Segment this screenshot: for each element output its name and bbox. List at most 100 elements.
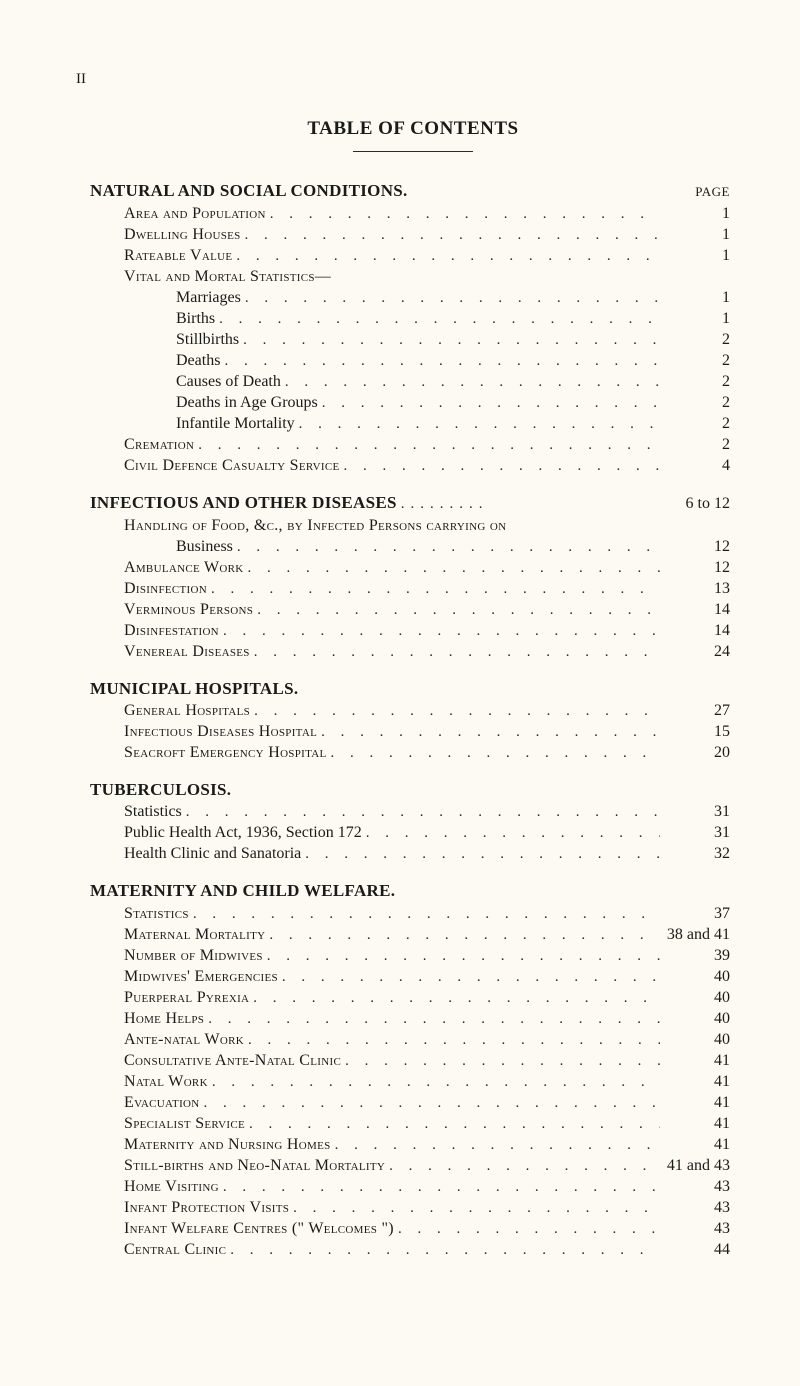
toc-entry-label: Maternity and Nursing Homes <box>90 1135 331 1155</box>
toc-entry-label: Infant Protection Visits <box>90 1198 289 1218</box>
toc-entry-label: Births <box>90 309 215 329</box>
dot-leader: . . . . . . . . . . . . . . . . . . . . … <box>220 352 660 371</box>
toc-entry-page: 1 <box>660 246 736 266</box>
toc-row: Infant Welfare Centres (" Welcomes "). .… <box>90 1219 736 1239</box>
dot-leader: . . . . . . . . . . . . . . . . . . . . … <box>263 947 660 966</box>
toc-entry-page: 27 <box>660 701 736 721</box>
toc-entry-label: Area and Population <box>90 204 266 224</box>
toc-row: Infant Protection Visits. . . . . . . . … <box>90 1198 736 1218</box>
toc-entry-page: 43 <box>660 1198 736 1218</box>
toc-row: Number of Midwives. . . . . . . . . . . … <box>90 946 736 966</box>
toc-entry-label: Venereal Diseases <box>90 642 250 662</box>
section-tuberculosis: TUBERCULOSIS. Statistics. . . . . . . . … <box>90 779 736 864</box>
toc-row: Disinfestation. . . . . . . . . . . . . … <box>90 621 736 641</box>
dot-leader: . . . . . . . . . . . . . . . . . . . . … <box>318 394 660 413</box>
dot-leader: . . . . . . . . . . . . . . . . . . . . … <box>253 601 660 620</box>
toc-entry-page: 41 and 43 <box>660 1156 736 1176</box>
dot-leader: . . . . . . . . . . . . . . . . . . . . … <box>245 1115 660 1134</box>
toc-entry-page: 1 <box>660 309 736 329</box>
toc-entry-page: 4 <box>660 456 736 476</box>
toc-row: Deaths. . . . . . . . . . . . . . . . . … <box>90 351 736 371</box>
toc-row: Still-births and Neo-Natal Mortality. . … <box>90 1156 736 1176</box>
toc-entry-label: Public Health Act, 1936, Section 172 <box>90 823 362 843</box>
section-heading: MUNICIPAL HOSPITALS. <box>90 678 298 699</box>
dot-leader: . . . . . . . . . . . . . . . . . . . . … <box>250 702 660 721</box>
handling-food-heading: Handling of Food, &c., by Infected Perso… <box>90 516 736 536</box>
toc-entry-page: 41 <box>660 1072 736 1092</box>
toc-row: Cremation. . . . . . . . . . . . . . . .… <box>90 435 736 455</box>
toc-row: Specialist Service. . . . . . . . . . . … <box>90 1114 736 1134</box>
toc-entry-label: Central Clinic <box>90 1240 226 1260</box>
toc-entry-page: 40 <box>660 1030 736 1050</box>
toc-entry-page: 2 <box>660 393 736 413</box>
toc-row: Verminous Persons. . . . . . . . . . . .… <box>90 600 736 620</box>
toc-entry-label: Business <box>90 537 233 557</box>
toc-entry-page: 39 <box>660 946 736 966</box>
title-block: TABLE OF CONTENTS <box>90 117 736 152</box>
toc-row: Deaths in Age Groups. . . . . . . . . . … <box>90 393 736 413</box>
dot-leader: . . . . . . . . . . . . . . . . . . . . … <box>207 580 660 599</box>
toc-entry-page: 32 <box>660 844 736 864</box>
toc-row: Births. . . . . . . . . . . . . . . . . … <box>90 309 736 329</box>
dot-leader: . . . . . . . . . . . . . . . . . . . . … <box>265 926 660 945</box>
page-title: TABLE OF CONTENTS <box>307 117 518 141</box>
toc-entry-page: 31 <box>660 823 736 843</box>
dot-leader: . . . . . . . . . . . . . . . . . . . . … <box>215 310 660 329</box>
toc-entry-label: Specialist Service <box>90 1114 245 1134</box>
section-infectious: INFECTIOUS AND OTHER DISEASES ......... … <box>90 492 736 662</box>
toc-entry-label: General Hospitals <box>90 701 250 721</box>
toc-row: Evacuation. . . . . . . . . . . . . . . … <box>90 1093 736 1113</box>
toc-entry-page: 15 <box>660 722 736 742</box>
toc-entry-label: Cremation <box>90 435 194 455</box>
vital-mortal-heading: Vital and Mortal Statistics— <box>90 267 736 287</box>
toc-entry-page: 24 <box>660 642 736 662</box>
toc-entry-label: Home Helps <box>90 1009 204 1029</box>
toc-entry-label: Disinfection <box>90 579 207 599</box>
toc-entry-label: Consultative Ante-Natal Clinic <box>90 1051 341 1071</box>
toc-row: Infantile Mortality. . . . . . . . . . .… <box>90 414 736 434</box>
toc-row: Home Visiting. . . . . . . . . . . . . .… <box>90 1177 736 1197</box>
toc-entry-label: Midwives' Emergencies <box>90 967 278 987</box>
toc-list: Marriages. . . . . . . . . . . . . . . .… <box>90 288 736 434</box>
dot-leader: . . . . . . . . . . . . . . . . . . . . … <box>219 1178 660 1197</box>
toc-entry-page: 31 <box>660 802 736 822</box>
toc-entry-label: Statistics <box>90 904 189 924</box>
toc-row: Maternity and Nursing Homes. . . . . . .… <box>90 1135 736 1155</box>
toc-entry-page: 40 <box>660 988 736 1008</box>
section-maternity: MATERNITY AND CHILD WELFARE. Statistics.… <box>90 880 736 1259</box>
toc-entry-label: Marriages <box>90 288 241 308</box>
toc-entry-page: 14 <box>660 621 736 641</box>
dot-leader: . . . . . . . . . . . . . . . . . . . . … <box>244 1031 660 1050</box>
dot-leader: . . . . . . . . . . . . . . . . . . . . … <box>194 436 660 455</box>
toc-entry-page: 12 <box>660 558 736 578</box>
toc-row: Consultative Ante-Natal Clinic. . . . . … <box>90 1051 736 1071</box>
toc-entry-page: 14 <box>660 600 736 620</box>
dot-leader: . . . . . . . . . . . . . . . . . . . . … <box>241 289 660 308</box>
toc-entry-page: 43 <box>660 1219 736 1239</box>
toc-row: Public Health Act, 1936, Section 172. . … <box>90 823 736 843</box>
toc-row: Statistics. . . . . . . . . . . . . . . … <box>90 802 736 822</box>
section-municipal-hospitals: MUNICIPAL HOSPITALS. General Hospitals. … <box>90 678 736 763</box>
dot-leader: . . . . . . . . . . . . . . . . . . . . … <box>327 744 660 763</box>
toc-list: Ambulance Work . . . . . . . . . . . . . … <box>90 558 736 662</box>
toc-entry-page: 2 <box>660 414 736 434</box>
page-column-label: PAGE <box>660 184 736 200</box>
toc-row: Dwelling Houses. . . . . . . . . . . . .… <box>90 225 736 245</box>
dot-leader: . . . . . . . . . . . . . . . . . . . . … <box>331 1136 660 1155</box>
dot-leader: . . . . . . . . . . . . . . . . . . . . … <box>385 1157 660 1176</box>
toc-entry-label: Verminous Persons <box>90 600 253 620</box>
toc-entry-label: Still-births and Neo-Natal Mortality <box>90 1156 385 1176</box>
toc-row: Statistics. . . . . . . . . . . . . . . … <box>90 904 736 924</box>
toc-entry-page: 40 <box>660 967 736 987</box>
dot-leader: . . . . . . . . . . . . . . . . . . . . … <box>233 538 660 557</box>
toc-row: Area and Population. . . . . . . . . . .… <box>90 204 736 224</box>
toc-row: Central Clinic. . . . . . . . . . . . . … <box>90 1240 736 1260</box>
dot-leader: . . . . . . . . . . . . . . . . . . . . … <box>232 247 660 266</box>
toc-entry-page: 2 <box>660 372 736 392</box>
dot-leader: . . . . . . . . . . . . . . . . . . . . … <box>189 905 660 924</box>
toc-entry-page: 1 <box>660 225 736 245</box>
dot-leader: . . . . . . . . . . . . . . . . . . . . … <box>289 1199 660 1218</box>
toc-entry-label: Maternal Mortality <box>90 925 265 945</box>
toc-entry-label: Ambulance Work <box>90 558 244 578</box>
toc-row: Marriages. . . . . . . . . . . . . . . .… <box>90 288 736 308</box>
